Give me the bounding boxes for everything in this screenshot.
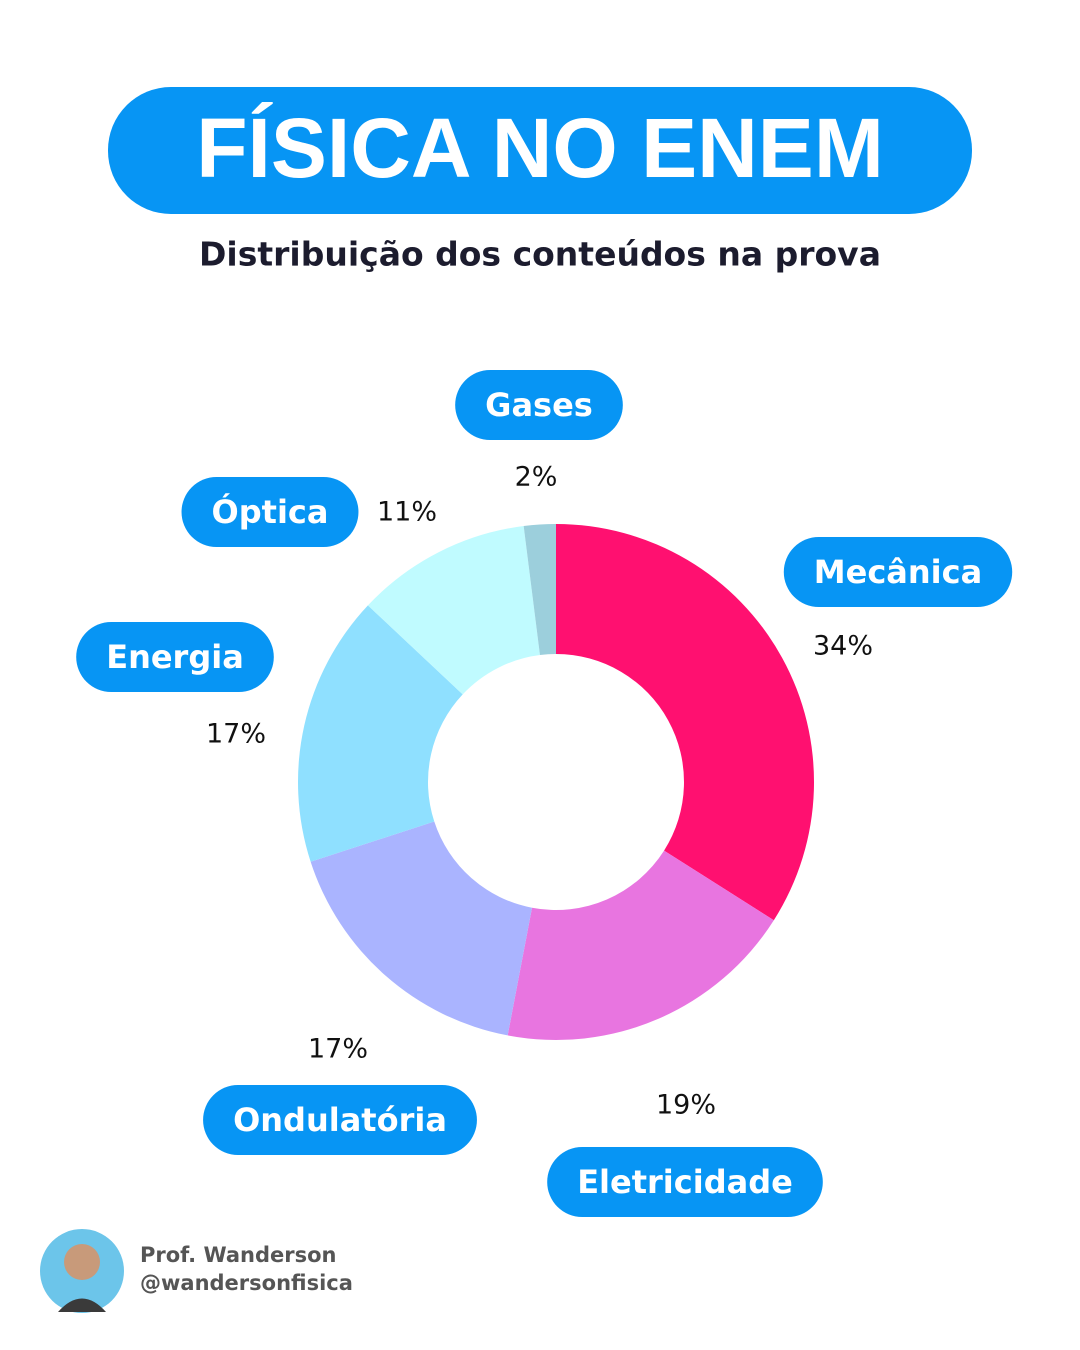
- value-label: 17%: [308, 1034, 368, 1065]
- value-label: 11%: [377, 497, 437, 528]
- value-label: 17%: [206, 719, 266, 750]
- category-pill: [783, 537, 1013, 607]
- author-handle: @wandersonfisica: [140, 1271, 353, 1295]
- category-pill: [547, 1147, 823, 1217]
- value-label: 19%: [656, 1090, 716, 1121]
- avatar-body: [58, 1298, 106, 1312]
- category-pill: [181, 477, 359, 547]
- donut: [297, 524, 815, 1040]
- donut-slice: [367, 526, 540, 695]
- author-name: Prof. Wanderson: [140, 1243, 337, 1267]
- chart-subtitle: Distribuição dos conteúdos na prova: [199, 235, 881, 274]
- category-label: Energia: [106, 638, 244, 676]
- value-label: 34%: [813, 631, 873, 662]
- donut-slice: [310, 821, 533, 1036]
- donut-slice: [507, 850, 774, 1040]
- donut-slice: [297, 605, 463, 862]
- category-pill: [76, 622, 274, 692]
- category-pill: [455, 370, 623, 440]
- title-pill: [108, 87, 972, 214]
- author-avatar: [40, 1229, 124, 1313]
- avatar-face: [64, 1244, 100, 1280]
- donut-slice: [523, 524, 556, 656]
- category-label: Eletricidade: [577, 1163, 793, 1201]
- chart-title: FÍSICA NO ENEM: [196, 101, 884, 195]
- category-label: Mecânica: [814, 553, 982, 591]
- value-label: 2%: [515, 462, 558, 493]
- donut-slice: [556, 524, 815, 921]
- category-label: Óptica: [212, 492, 329, 531]
- category-pill: [203, 1085, 477, 1155]
- category-label: Gases: [485, 386, 593, 424]
- labels: Mecânica 34% Eletricidade 19% Ondulatória 17%…: [76, 370, 1013, 1217]
- category-label: Ondulatória: [233, 1101, 447, 1139]
